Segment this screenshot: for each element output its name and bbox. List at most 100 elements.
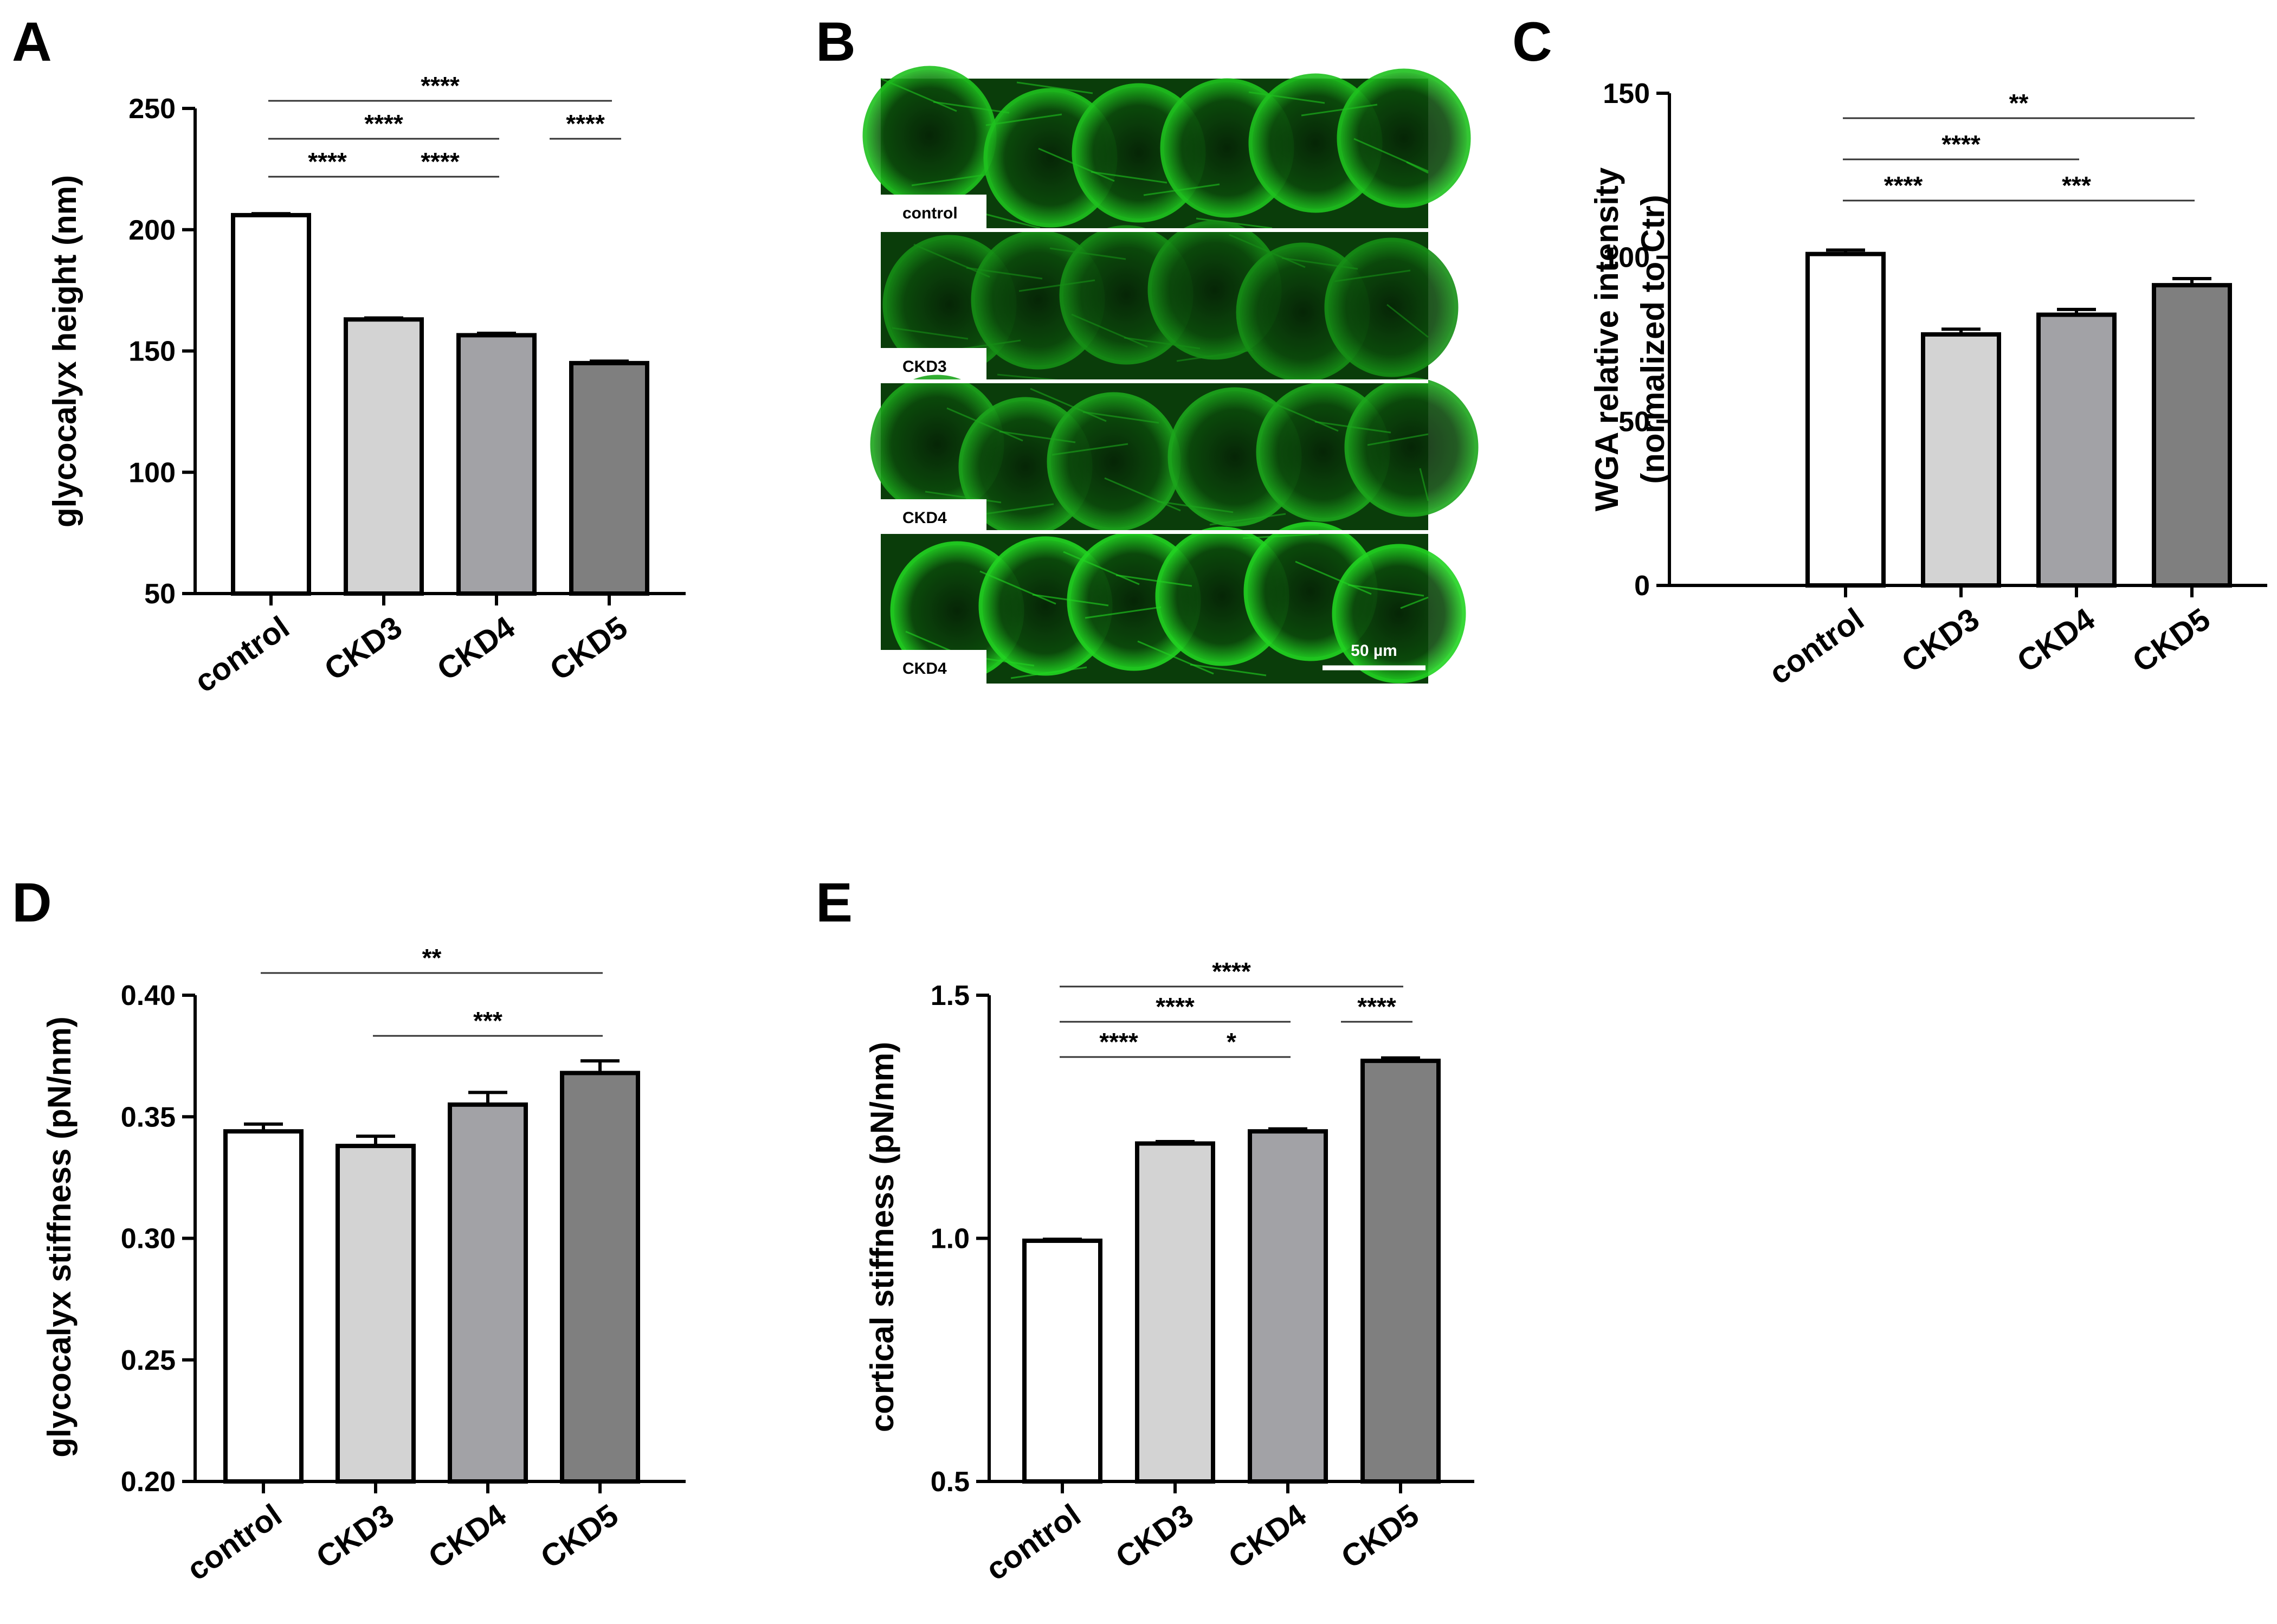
fiber-strand	[1196, 217, 1273, 229]
significance-stars: ****	[1156, 993, 1195, 1021]
micrograph-label: CKD4	[902, 660, 947, 678]
significance-stars: ****	[421, 147, 460, 176]
bar-control	[1805, 252, 1886, 588]
fiber-strand	[880, 78, 957, 112]
fiber-strand	[1262, 397, 1339, 432]
fiber-strand	[1032, 594, 1109, 607]
micrograph-label: CKD3	[902, 358, 947, 376]
y-axis-label-line2: (normalized to Ctr)	[1635, 195, 1671, 484]
fiber-strand	[1137, 640, 1214, 675]
cell-outline	[1337, 68, 1471, 208]
panel-letter-b: B	[816, 11, 856, 73]
bar-ckd3	[344, 317, 424, 596]
y-tick-label: 0.40	[121, 980, 176, 1011]
fiber-strand	[933, 101, 1010, 114]
fiber-strand	[925, 491, 1002, 504]
panel-letter-e: E	[816, 872, 853, 933]
fiber-strand	[1085, 606, 1162, 619]
significance-stars: **	[2009, 89, 2029, 117]
y-axis-label: glycocalyx stiffness (pN/nm)	[41, 1016, 78, 1458]
bar-ckd4	[448, 1102, 528, 1484]
fiber-strand	[1091, 171, 1167, 184]
fiber-strand	[1248, 91, 1325, 104]
significance-stars: **	[422, 944, 442, 972]
fiber-strand	[1419, 468, 1429, 501]
fiber-strand	[1030, 388, 1107, 422]
y-tick-label: 200	[128, 215, 176, 246]
fiber-strand	[1104, 477, 1181, 512]
fiber-strand	[913, 243, 990, 278]
fiber-strand	[1242, 533, 1319, 539]
fiber-strand	[1038, 147, 1115, 182]
category-label: CKD4	[1222, 1497, 1313, 1575]
significance-stars: ***	[2062, 171, 2091, 199]
bar-control	[231, 212, 311, 596]
category-label: CKD5	[2126, 601, 2217, 679]
fiber-strand	[1010, 666, 1087, 679]
category-label: CKD5	[544, 609, 634, 687]
bar-ckd3	[1921, 332, 2001, 588]
fiber-strand	[1018, 279, 1095, 292]
y-tick-label: 0.20	[121, 1466, 176, 1498]
significance-stars: ****	[1884, 171, 1923, 199]
y-tick-label: 0	[1634, 570, 1650, 602]
category-label: CKD4	[422, 1497, 513, 1575]
bar-control	[1022, 1238, 1102, 1484]
significance-stars: *	[1227, 1028, 1236, 1056]
y-tick-label: 50	[1618, 406, 1650, 437]
y-tick-label: 0.5	[931, 1466, 970, 1498]
fiber-strand	[1386, 304, 1429, 338]
tile-separator	[881, 228, 1428, 232]
fiber-strand	[1115, 574, 1192, 587]
category-label: CKD5	[1335, 1497, 1425, 1575]
fiber-strand	[1347, 584, 1424, 597]
fiber-strand	[911, 173, 988, 186]
fiber-strand	[977, 503, 1054, 516]
tile-separator	[881, 530, 1428, 534]
fiber-strand	[1190, 663, 1267, 676]
fiber-strand	[1229, 234, 1306, 268]
cell-outline	[1047, 392, 1181, 532]
fiber-strand	[1301, 104, 1378, 117]
significance-stars: ****	[1357, 993, 1396, 1021]
fiber-strand	[1295, 560, 1372, 595]
bar-ckd4	[2036, 312, 2117, 588]
category-label: CKD3	[310, 1497, 401, 1575]
fiber-strand	[979, 570, 1056, 605]
micrograph-label: CKD4	[902, 509, 947, 527]
category-label: control	[1763, 601, 1870, 691]
significance-stars: ****	[566, 109, 605, 138]
fiber-strand	[1367, 433, 1429, 446]
bar-ckd5	[560, 1071, 640, 1484]
cell-outline	[1332, 544, 1466, 684]
fiber-strand	[1071, 313, 1148, 348]
y-tick-label: 100	[1603, 242, 1650, 274]
fiber-strand	[892, 327, 969, 340]
bar-ckd4	[456, 333, 537, 596]
y-tick-label: 150	[1603, 78, 1650, 109]
fiber-strand	[1063, 551, 1140, 585]
fiber-strand	[1157, 500, 1234, 513]
fiber-strand	[946, 407, 1023, 442]
fiber-strand	[985, 113, 1062, 126]
category-label: control	[979, 1497, 1087, 1587]
significance-stars: ****	[1941, 130, 1981, 158]
bar-ckd4	[1248, 1129, 1328, 1484]
bar-ckd5	[1360, 1059, 1441, 1484]
category-label: CKD3	[1895, 601, 1986, 679]
category-label: control	[188, 609, 295, 699]
fiber-strand	[1406, 161, 1429, 174]
y-axis-label: WGA relative intensity	[1589, 167, 1625, 511]
y-axis-label: cortical stiffness (pN/nm)	[864, 1042, 900, 1432]
category-label: CKD3	[1110, 1497, 1200, 1575]
bar-ckd3	[336, 1144, 416, 1484]
bar-ckd5	[569, 360, 649, 596]
y-tick-label: 0.35	[121, 1101, 176, 1133]
bar-control	[223, 1129, 304, 1484]
significance-stars: ***	[473, 1007, 502, 1035]
category-label: CKD4	[2011, 601, 2101, 679]
tile-separator	[881, 379, 1428, 383]
fiber-strand	[1400, 596, 1429, 609]
y-tick-label: 250	[128, 93, 176, 125]
